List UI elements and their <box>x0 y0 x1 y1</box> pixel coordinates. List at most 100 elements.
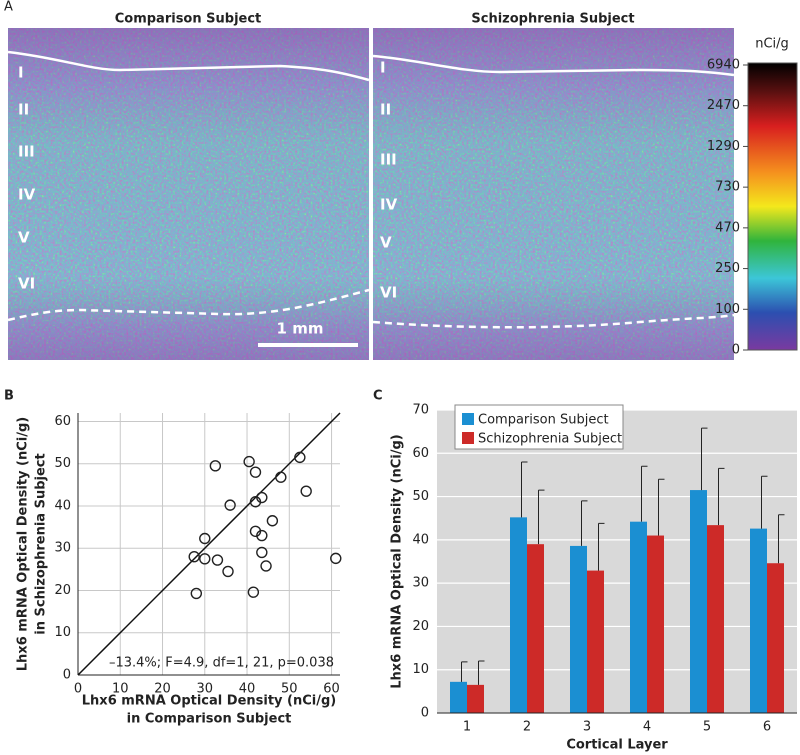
bar <box>450 681 467 713</box>
x-tick-label: 6 <box>763 720 771 735</box>
error-bar <box>598 522 605 571</box>
bar <box>767 563 784 713</box>
bar <box>690 490 707 713</box>
image-title: Schizophrenia Subject <box>471 12 634 27</box>
bar <box>707 525 724 713</box>
panel-letter: C <box>373 389 383 404</box>
layer-label: V <box>18 229 30 247</box>
layer-label: IV <box>18 186 36 204</box>
colorbar-tick-label: 730 <box>715 180 740 195</box>
point <box>294 451 306 464</box>
y-tick-label: 50 <box>54 456 71 471</box>
error-bar <box>778 514 785 564</box>
plot-area <box>437 410 797 713</box>
y-tick-label: 60 <box>54 414 71 429</box>
x-tick-label: 30 <box>197 682 214 697</box>
y-tick-label: 10 <box>54 625 71 640</box>
x-tick-label: 4 <box>643 720 651 735</box>
y-tick-label: 0 <box>421 706 429 721</box>
x-tick-label: 0 <box>74 682 82 697</box>
x-tick-label: 2 <box>523 720 531 735</box>
y-tick-label: 40 <box>54 498 71 513</box>
layer-label: VI <box>18 275 35 293</box>
point <box>199 553 211 565</box>
point <box>330 552 342 565</box>
point <box>199 532 211 545</box>
error-bar <box>521 461 528 518</box>
y-tick-label: 10 <box>412 662 429 677</box>
x-tick-label: 50 <box>281 682 298 697</box>
layer-label: I <box>18 64 24 82</box>
layer-label: III <box>18 143 35 161</box>
layer-label: II <box>18 101 29 119</box>
autoradiograph-tint <box>8 28 369 360</box>
point <box>211 554 224 566</box>
bar <box>750 528 767 713</box>
panel-letter: B <box>4 389 14 404</box>
y-tick-label: 60 <box>412 446 429 461</box>
x-tick-label: 1 <box>463 720 471 735</box>
point <box>243 455 255 468</box>
x-axis-label: Lhx6 mRNA Optical Density (nCi/g) <box>82 694 336 709</box>
colorbar <box>747 62 798 351</box>
annotation: –13.4%; F=4.9, df=1, 21, p=0.038 <box>109 656 334 671</box>
error-bar <box>581 500 588 546</box>
layer-label: IV <box>380 196 398 214</box>
x-axis-label: Cortical Layer <box>566 738 668 753</box>
colorbar-tick-label: 0 <box>732 343 740 358</box>
layer-label: I <box>380 59 386 77</box>
point <box>247 586 260 598</box>
layer-label: II <box>380 101 391 119</box>
legend-swatch <box>462 413 474 425</box>
y-axis-label: in Schizophrenia Subject <box>34 453 49 634</box>
bar <box>510 517 527 713</box>
point <box>275 471 287 483</box>
layer-label: III <box>380 151 397 169</box>
point <box>260 560 272 572</box>
point <box>256 546 268 559</box>
y-tick-label: 0 <box>63 668 71 683</box>
bar <box>570 545 587 713</box>
point <box>188 550 200 563</box>
colorbar-tick-label: 250 <box>715 261 740 276</box>
point <box>256 529 268 542</box>
point <box>209 460 222 472</box>
y-tick-label: 40 <box>412 532 429 547</box>
colorbar-tick-label: 100 <box>715 302 740 317</box>
x-tick-label: 10 <box>112 682 129 697</box>
point <box>266 515 279 527</box>
error-bar <box>461 661 468 682</box>
colorbar-tick-label: 470 <box>715 220 740 235</box>
legend-label: Comparison Subject <box>478 413 609 428</box>
y-axis-label: Lhx6 mRNA Optical Density (nCi/g) <box>16 417 31 671</box>
panel-letter: A <box>4 0 13 15</box>
identity-line <box>77 412 341 676</box>
x-axis-label: in Comparison Subject <box>127 712 292 727</box>
point <box>224 499 236 511</box>
pial-line <box>372 54 735 77</box>
x-tick-label: 20 <box>154 682 171 697</box>
image-title: Comparison Subject <box>115 12 262 27</box>
point <box>300 485 312 497</box>
error-bar <box>761 475 768 529</box>
error-bar <box>538 489 545 545</box>
point <box>190 587 203 600</box>
white-matter-line <box>7 288 370 322</box>
y-axis-label: Lhx6 mRNA Optical Density (nCi/g) <box>390 434 405 688</box>
legend-box <box>454 404 624 450</box>
legend-label: Schizophrenia Subject <box>478 432 622 447</box>
bar <box>630 521 647 713</box>
y-tick-label: 30 <box>54 541 71 556</box>
error-bar <box>658 478 665 536</box>
layer-label: V <box>380 234 392 252</box>
layer-label: VI <box>380 284 397 302</box>
y-tick-label: 20 <box>54 583 71 598</box>
bar <box>587 570 604 713</box>
error-bar <box>478 660 485 685</box>
colorbar-tick-label: 1290 <box>707 139 740 154</box>
colorbar-unit: nCi/g <box>755 37 789 52</box>
y-tick-label: 20 <box>412 619 429 634</box>
point <box>256 491 268 504</box>
bar <box>527 544 544 713</box>
